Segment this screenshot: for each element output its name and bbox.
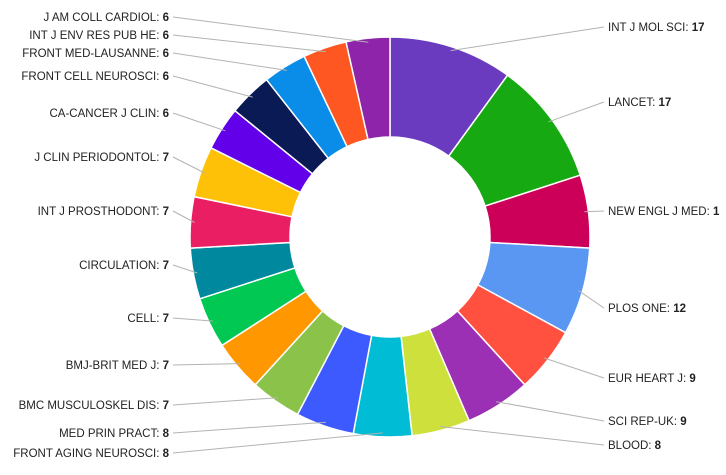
slice-label: CIRCULATION: 7	[79, 260, 169, 272]
leader-line	[544, 357, 605, 379]
slice-label: CA-CANCER J CLIN: 6	[49, 108, 169, 120]
leader-line	[172, 16, 369, 43]
leader-line	[172, 156, 205, 174]
leader-line	[172, 112, 226, 132]
slice-label: EUR HEART J: 9	[608, 373, 696, 385]
slice-label: INT J MOL SCI: 17	[608, 22, 705, 34]
leader-line	[548, 101, 605, 123]
leader-line	[172, 34, 327, 53]
leader-line	[172, 421, 327, 434]
leader-line	[172, 52, 287, 71]
slice-label: J AM COLL CARDIOL: 6	[44, 12, 169, 24]
leader-line	[172, 264, 198, 274]
slice-label: LANCET: 17	[608, 97, 671, 109]
slice-label: FRONT AGING NEUROSCI: 8	[13, 448, 169, 460]
slice-label: INT J PROSTHODONT: 7	[38, 206, 169, 218]
slice-label: BMJ-BRIT MED J: 7	[66, 360, 169, 372]
slice-label: PLOS ONE: 12	[608, 303, 686, 315]
leader-line	[172, 432, 383, 454]
leader-line	[172, 363, 241, 366]
slice-label: MED PRIN PRACT: 8	[59, 428, 170, 440]
leader-line	[172, 317, 214, 322]
slice-label: INT J ENV RES PUB HE: 6	[29, 30, 169, 42]
leader-line	[172, 397, 278, 406]
slice-label: SCI REP-UK: 9	[608, 416, 687, 428]
leader-line	[578, 290, 605, 309]
slice-label: J CLIN PERIODONTOL: 7	[34, 152, 169, 164]
slice-j-am-coll-cardiol[interactable]	[345, 36, 391, 141]
leader-line	[450, 26, 605, 52]
leader-line	[172, 75, 253, 98]
leader-line	[584, 210, 605, 213]
slice-label: BMC MUSCULOSKEL DIS: 7	[19, 400, 169, 412]
leader-line	[440, 426, 605, 446]
slice-label: FRONT CELL NEUROSCI: 6	[21, 71, 169, 83]
slice-label: CELL: 7	[127, 313, 169, 325]
slice-label: NEW ENGL J MED: 1	[608, 206, 720, 218]
leader-line	[496, 401, 605, 422]
leader-line	[172, 210, 195, 223]
slice-label: FRONT MED-LAUSANNE: 6	[22, 48, 169, 60]
slice-label: BLOOD: 8	[608, 440, 662, 452]
